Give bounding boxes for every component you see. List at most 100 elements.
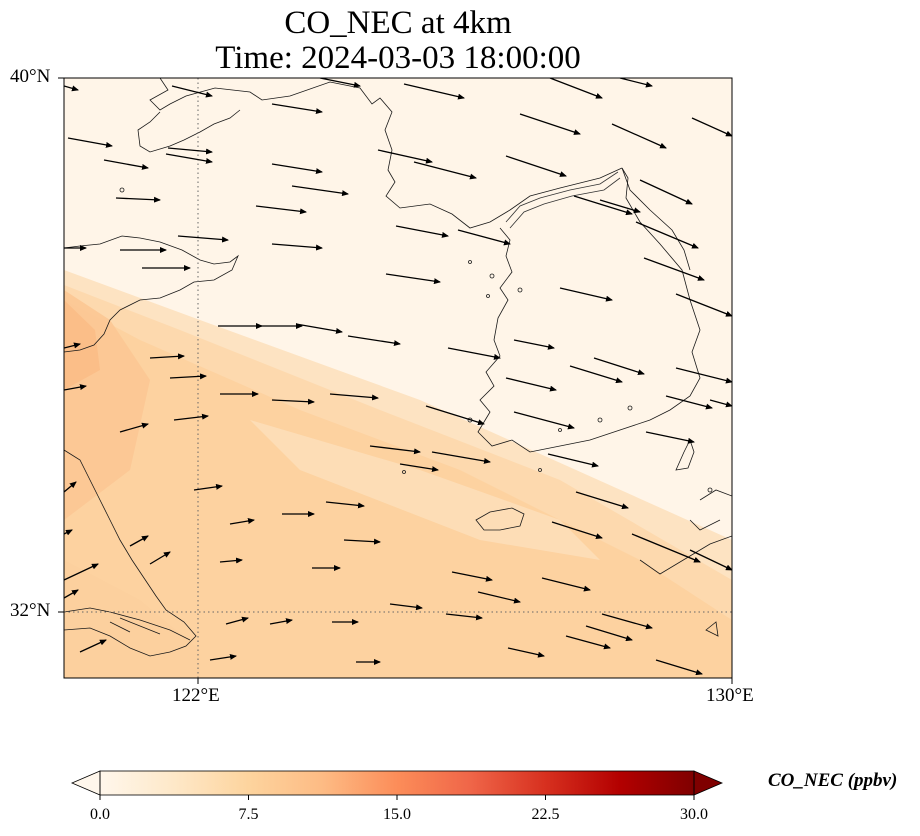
wind-arrow <box>329 393 379 401</box>
colorbar-tick: 15.0 <box>383 806 411 823</box>
colorbar-tick: 30.0 <box>680 806 708 823</box>
colorbar-tick: 22.5 <box>531 806 560 823</box>
wind-arrow <box>519 113 581 135</box>
wind-arrow <box>173 413 209 421</box>
coastlines <box>64 78 732 657</box>
lon-label-130e: 130°E <box>706 685 754 706</box>
wind-arrow <box>271 163 323 175</box>
wind-arrow <box>177 235 229 243</box>
wind-arrow <box>165 153 213 164</box>
wind-arrow <box>67 137 113 148</box>
wind-arrow <box>103 159 149 170</box>
wind-arrow <box>271 103 323 115</box>
wind-arrow <box>129 535 149 547</box>
wind-arrow <box>675 293 732 317</box>
wind-arrow <box>513 411 575 430</box>
wind-arrow <box>229 518 255 525</box>
wind-arrow <box>691 117 732 137</box>
wind-arrow <box>271 398 315 405</box>
wind-arrow <box>377 149 433 164</box>
wind-arrow <box>451 571 493 582</box>
wind-arrow <box>269 618 293 625</box>
wind-arrow <box>171 85 213 98</box>
wind-arrow <box>575 491 629 510</box>
wind-arrow <box>79 639 107 653</box>
wind-arrow <box>549 78 603 99</box>
map-title-line2: Time: 2024-03-03 18:00:00 <box>215 40 581 76</box>
wind-arrow <box>64 481 77 493</box>
lat-label-40n: 40°N <box>10 66 51 87</box>
wind-arrow <box>385 273 441 285</box>
lon-label-122e: 122°E <box>172 685 220 706</box>
wind-arrow <box>64 529 73 536</box>
wind-arrow <box>541 577 591 592</box>
lat-label-32n: 32°N <box>10 600 51 621</box>
wind-arrow <box>343 538 381 545</box>
wind-arrow <box>675 367 732 384</box>
wind-arrow <box>505 377 557 392</box>
wind-arrow <box>325 501 365 509</box>
wind-arrow <box>631 533 701 563</box>
wind-arrow <box>593 357 645 376</box>
wind-arrow <box>709 399 732 408</box>
wind-arrow <box>291 185 349 197</box>
wind-arrow <box>209 653 237 661</box>
map-frame <box>63 77 733 679</box>
wind-arrow <box>505 155 567 177</box>
wind-arrow <box>369 445 421 455</box>
wind-arrow <box>319 78 361 88</box>
wind-arrow <box>403 83 465 100</box>
wind-arrow <box>599 199 641 214</box>
wind-arrow <box>149 551 171 565</box>
wind-arrow <box>64 563 99 581</box>
wind-arrow <box>64 589 79 599</box>
wind-arrow <box>445 613 483 621</box>
wind-arrow <box>149 353 185 360</box>
wind-arrow <box>271 243 323 251</box>
wind-arrow <box>639 179 693 205</box>
wind-arrow <box>115 196 161 203</box>
wind-arrow <box>611 123 667 149</box>
wind-arrow <box>507 647 545 658</box>
wind-arrow <box>389 603 423 611</box>
wind-arrow <box>219 557 243 564</box>
wind-arrow <box>601 613 653 630</box>
wind-arrow <box>585 625 633 642</box>
concentration-field <box>64 78 732 678</box>
wind-arrow <box>689 549 732 571</box>
wind-arrow <box>619 78 653 88</box>
wind-arrow <box>559 287 613 302</box>
wind-arrow <box>64 384 87 391</box>
wind-arrow <box>295 323 343 334</box>
wind-arrow <box>645 431 695 444</box>
wind-arrow <box>513 339 555 350</box>
wind-arrow <box>665 395 713 410</box>
wind-arrow <box>573 195 633 216</box>
wind-arrow <box>347 335 401 347</box>
wind-arrow <box>413 161 477 180</box>
wind-arrow <box>64 85 79 92</box>
wind-arrow <box>64 342 81 349</box>
colorbar-tick: 7.5 <box>238 806 259 823</box>
colorbar-label: CO_NEC (ppbv) <box>768 770 898 791</box>
wind-arrow <box>551 521 603 540</box>
wind-arrow <box>547 453 599 468</box>
wind-arrow <box>643 257 705 281</box>
wind-arrow <box>225 616 249 625</box>
wind-arrow <box>431 451 491 464</box>
wind-arrow <box>731 192 732 193</box>
wind-arrow <box>119 422 149 433</box>
wind-arrow <box>635 221 699 249</box>
wind-arrow <box>167 147 213 155</box>
wind-vectors <box>64 78 732 676</box>
wind-arrow <box>655 659 703 676</box>
map-title-line1: CO_NEC at 4km <box>284 5 512 41</box>
wind-arrow <box>395 225 449 238</box>
wind-arrow <box>399 463 439 473</box>
wind-arrow <box>447 347 501 360</box>
wind-arrow <box>477 591 521 604</box>
wind-arrow <box>425 405 485 426</box>
wind-arrow <box>457 229 511 246</box>
wind-arrow <box>169 373 207 380</box>
